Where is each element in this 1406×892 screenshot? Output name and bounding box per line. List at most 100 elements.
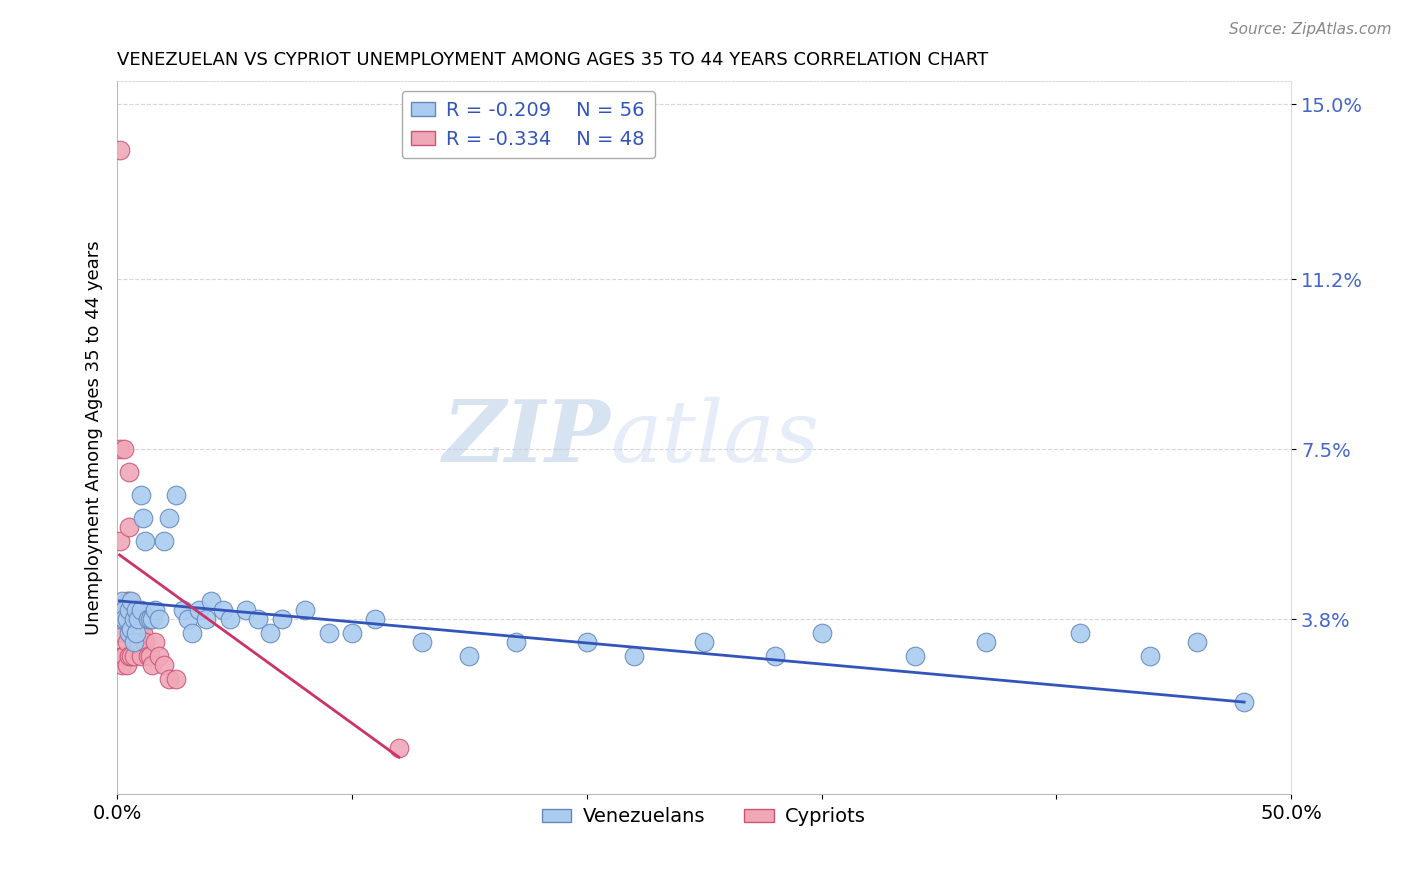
Point — [575, 635, 598, 649]
Point — [112, 649, 135, 664]
Point — [112, 603, 135, 617]
Point — [118, 626, 141, 640]
Point — [259, 626, 281, 640]
Point — [118, 594, 141, 608]
Point — [118, 603, 141, 617]
Point — [111, 612, 134, 626]
Point — [115, 612, 138, 626]
Point — [165, 672, 187, 686]
Point — [111, 649, 134, 664]
Point — [111, 594, 134, 608]
Text: Source: ZipAtlas.com: Source: ZipAtlas.com — [1229, 22, 1392, 37]
Point — [157, 672, 180, 686]
Point — [127, 612, 149, 626]
Point — [176, 612, 198, 626]
Point — [111, 658, 134, 673]
Point — [112, 612, 135, 626]
Point — [129, 612, 152, 626]
Point — [318, 626, 340, 640]
Point — [505, 635, 527, 649]
Point — [1187, 635, 1209, 649]
Point — [108, 612, 131, 626]
Point — [200, 594, 222, 608]
Point — [122, 626, 145, 640]
Point — [181, 626, 204, 640]
Point — [108, 144, 131, 158]
Point — [195, 612, 218, 626]
Point — [118, 465, 141, 479]
Text: VENEZUELAN VS CYPRIOT UNEMPLOYMENT AMONG AGES 35 TO 44 YEARS CORRELATION CHART: VENEZUELAN VS CYPRIOT UNEMPLOYMENT AMONG… — [117, 51, 988, 69]
Point — [153, 658, 176, 673]
Text: atlas: atlas — [610, 396, 820, 479]
Point — [904, 649, 927, 664]
Point — [143, 635, 166, 649]
Point — [219, 612, 242, 626]
Point — [134, 635, 156, 649]
Point — [148, 649, 170, 664]
Point — [132, 511, 155, 525]
Point — [111, 626, 134, 640]
Point — [132, 626, 155, 640]
Point — [388, 741, 411, 756]
Point — [115, 612, 138, 626]
Point — [136, 649, 159, 664]
Point — [122, 612, 145, 626]
Point — [115, 635, 138, 649]
Point — [118, 612, 141, 626]
Point — [411, 635, 433, 649]
Point — [623, 649, 645, 664]
Point — [129, 626, 152, 640]
Point — [112, 603, 135, 617]
Point — [136, 612, 159, 626]
Point — [1069, 626, 1091, 640]
Point — [141, 658, 163, 673]
Point — [122, 612, 145, 626]
Point — [122, 649, 145, 664]
Point — [127, 635, 149, 649]
Point — [148, 612, 170, 626]
Point — [115, 658, 138, 673]
Point — [188, 603, 211, 617]
Point — [125, 612, 148, 626]
Point — [211, 603, 233, 617]
Point — [139, 612, 162, 626]
Text: ZIP: ZIP — [443, 396, 610, 479]
Point — [141, 612, 163, 626]
Point — [172, 603, 194, 617]
Point — [1139, 649, 1161, 664]
Point — [1233, 695, 1256, 709]
Point — [340, 626, 363, 640]
Point — [112, 612, 135, 626]
Point — [458, 649, 481, 664]
Point — [108, 442, 131, 457]
Point — [125, 603, 148, 617]
Point — [153, 534, 176, 549]
Point — [693, 635, 716, 649]
Point — [810, 626, 832, 640]
Point — [763, 649, 786, 664]
Point — [111, 612, 134, 626]
Point — [108, 612, 131, 626]
Point — [127, 612, 149, 626]
Point — [974, 635, 997, 649]
Point — [139, 649, 162, 664]
Point — [120, 622, 142, 636]
Point — [112, 442, 135, 457]
Point — [118, 649, 141, 664]
Point — [294, 603, 316, 617]
Point — [270, 612, 292, 626]
Point — [108, 534, 131, 549]
Point — [134, 534, 156, 549]
Point — [235, 603, 257, 617]
Point — [120, 626, 142, 640]
Point — [115, 594, 138, 608]
Legend: Venezuelans, Cypriots: Venezuelans, Cypriots — [534, 799, 875, 834]
Point — [129, 603, 152, 617]
Y-axis label: Unemployment Among Ages 35 to 44 years: Unemployment Among Ages 35 to 44 years — [86, 240, 103, 635]
Point — [364, 612, 387, 626]
Point — [165, 488, 187, 502]
Point — [120, 603, 142, 617]
Point — [125, 635, 148, 649]
Point — [118, 520, 141, 534]
Point — [143, 603, 166, 617]
